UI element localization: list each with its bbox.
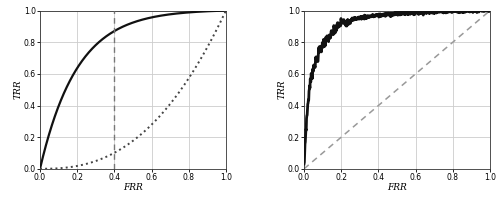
Y-axis label: TRR: TRR — [14, 80, 22, 99]
X-axis label: FRR: FRR — [123, 183, 143, 192]
X-axis label: FRR: FRR — [387, 183, 407, 192]
Y-axis label: TRR: TRR — [278, 80, 286, 99]
